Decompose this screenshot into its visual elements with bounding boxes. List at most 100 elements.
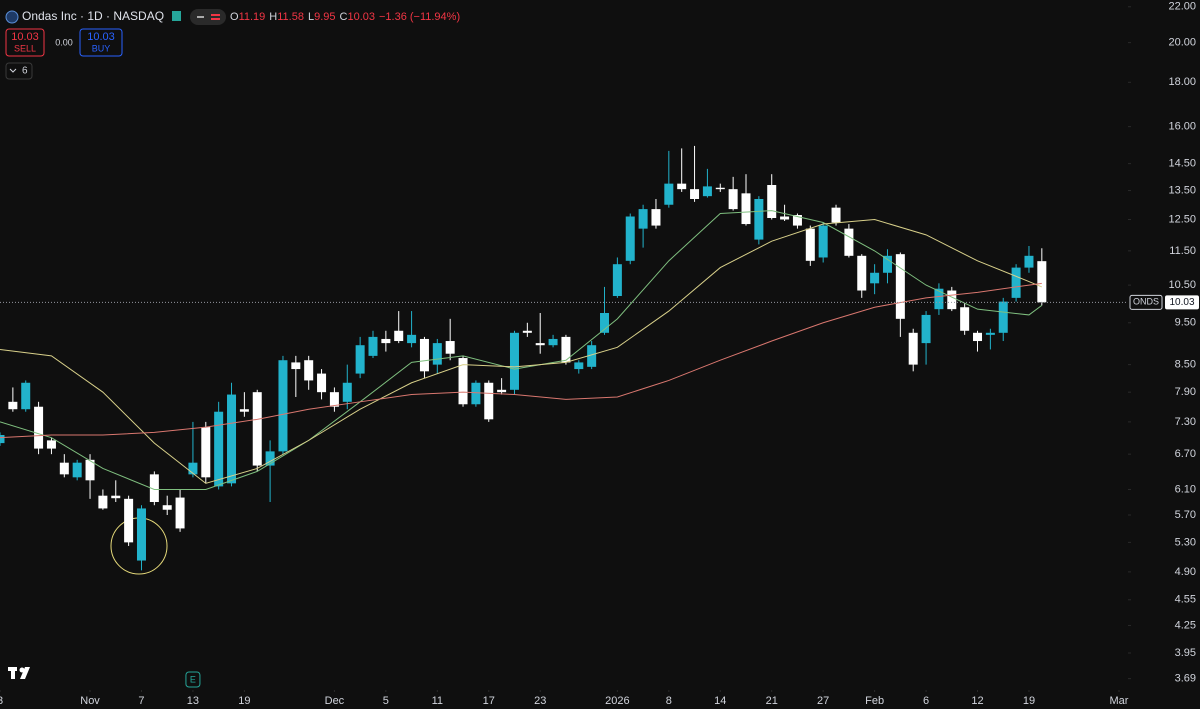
indicator-toggle[interactable] [5,62,33,80]
y-tick-label: 11.50 [1169,245,1196,257]
spread: 0.00 [55,37,73,47]
candle-body [72,462,82,478]
ohlc-value: 9.95 [314,11,335,23]
y-tick-label: 4.25 [1175,619,1196,631]
status-icon [211,18,220,20]
candle-body [702,186,712,197]
ohlc-value: 11.19 [239,11,266,23]
x-tick-label: 23 [534,695,546,707]
x-tick-label: 27 [817,695,829,707]
candle-body [1037,261,1047,303]
candle-body [548,338,558,346]
candle-body [355,345,365,374]
x-tick-label: 21 [766,695,778,707]
sell-price: 10.03 [11,31,39,43]
candle-body [214,411,224,487]
candle-body [638,209,648,229]
candle-body [21,382,31,410]
candle-body [741,193,751,225]
candle-body [973,332,983,342]
candle-body [960,307,970,331]
ohlc-key: H [269,11,277,23]
candle-body [317,373,327,393]
last-price-box [1165,295,1199,310]
candle-body [844,228,854,256]
y-tick-label: 12.50 [1168,213,1196,225]
candle-body [1024,255,1034,268]
earnings-marker-box [185,671,201,688]
candle-body [690,189,700,199]
y-tick-label: 13.50 [1168,184,1196,196]
candle-body [574,362,584,370]
status-pill[interactable] [190,9,226,25]
candle-body [664,183,674,205]
logo-part [11,667,15,679]
candle-body [818,225,828,258]
x-tick-label: 2026 [605,695,629,707]
buy-button[interactable] [79,28,123,57]
candle-body [458,358,468,405]
candle-body [304,360,314,381]
candle-body [8,401,18,410]
candle-body [175,497,185,529]
candle-body [227,394,237,484]
ma-line [0,218,1043,484]
y-tick-label: 5.70 [1175,509,1196,521]
candle-body [394,330,404,342]
candle-body [149,474,159,503]
x-tick-label: 3 [0,695,3,707]
symbol-tag-box [1129,294,1163,310]
x-tick-label: 11 [432,695,443,707]
candle-body [265,451,275,466]
candle-body [600,312,610,333]
chevron [9,68,17,73]
y-tick-label: 4.55 [1175,594,1196,606]
change: −1.36 (−11.94%) [379,11,460,23]
candle-body [870,272,880,284]
candle-body [368,336,378,356]
x-tick-label: 8 [666,695,672,707]
candle-body [419,338,429,372]
candle-body [1011,267,1021,298]
ohlc-value: 10.03 [347,11,375,23]
candle-body [535,343,545,346]
y-tick-label: 3.95 [1175,647,1196,659]
candle-body [805,228,815,261]
candle-body [947,290,957,310]
ohlc-key: C [340,11,348,23]
candle-body [780,216,790,220]
sell-button[interactable] [5,28,45,57]
x-tick-label: Mar [1110,695,1129,707]
y-tick-label: 7.30 [1175,416,1196,428]
candle-body [677,183,687,190]
sell-label: SELL [14,43,36,53]
flag-icon [172,11,181,21]
candle-body [522,330,532,333]
candle-body [651,209,661,226]
symbol-title: Ondas Inc · 1D · NASDAQ [22,9,164,23]
indicator-count: 6 [22,66,28,77]
candle-body [0,435,5,444]
candle-body [239,409,249,412]
y-tick-label: 20.00 [1168,37,1196,49]
ohlc-value: 11.58 [277,11,304,23]
x-tick-label: 13 [187,695,199,707]
x-tick-label: Nov [80,695,100,707]
candle-body [98,495,108,509]
candle-body [509,332,519,390]
candle-body [998,301,1008,333]
y-tick-label: 6.10 [1175,483,1196,495]
status-icon [197,16,204,18]
candle-body [587,345,597,367]
y-tick-label: 6.70 [1175,448,1196,460]
x-tick-label: 6 [923,695,929,707]
candle-body [767,185,777,218]
x-tick-label: Dec [325,695,345,707]
earnings-marker: E [190,674,196,684]
y-tick-label: 10.50 [1168,279,1196,291]
candle-body [342,382,352,402]
x-tick-label: Feb [865,695,884,707]
ohlc-key: L [308,11,314,23]
